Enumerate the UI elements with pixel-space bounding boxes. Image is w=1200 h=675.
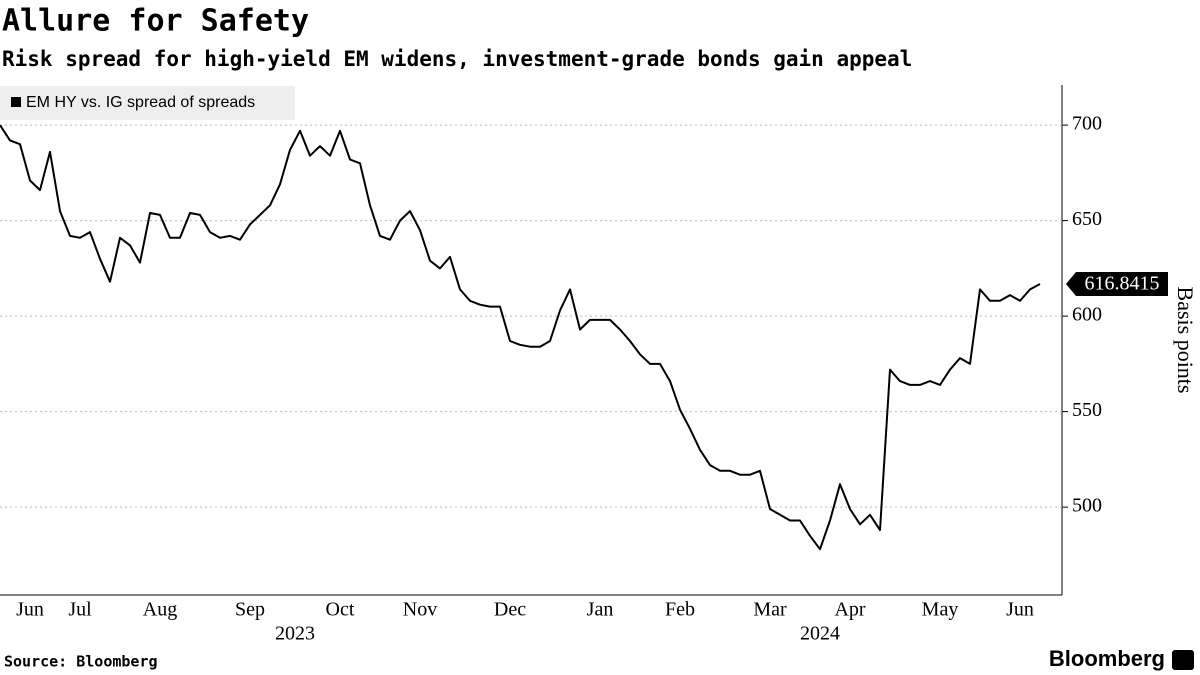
x-tick-label: Jun [1006, 599, 1034, 621]
x-tick-label: Mar [753, 599, 787, 621]
y-tick-label: 700 [1072, 113, 1102, 135]
legend-box [0, 86, 295, 120]
chart-subtitle: Risk spread for high-yield EM widens, in… [2, 47, 912, 71]
x-tick-label: Dec [494, 599, 526, 621]
x-tick-label: Aug [143, 599, 177, 621]
x-group-label: 2023 [275, 623, 315, 645]
x-tick-label: Sep [235, 599, 265, 621]
brand-icon [1172, 650, 1194, 670]
brand: Bloomberg [1049, 646, 1165, 671]
x-tick-label: Feb [665, 599, 695, 621]
source: Source: Bloomberg [4, 653, 158, 671]
legend-label: EM HY vs. IG spread of spreads [26, 94, 255, 111]
x-tick-label: Jul [68, 599, 92, 621]
x-tick-label: Nov [403, 599, 437, 621]
x-group-label: 2024 [800, 623, 840, 645]
y-tick-label: 500 [1072, 495, 1102, 517]
y-tick-label: 650 [1072, 208, 1102, 230]
x-tick-label: May [922, 599, 959, 621]
last-value-label: 616.8415 [1085, 273, 1160, 295]
chart-title: Allure for Safety [2, 4, 309, 39]
y-tick-label: 550 [1072, 399, 1102, 421]
last-value-tag [1066, 271, 1168, 296]
y-axis-title: Basis points [1173, 287, 1198, 394]
x-tick-label: Apr [834, 599, 865, 621]
x-tick-label: Jun [16, 599, 44, 621]
legend-swatch [11, 97, 21, 107]
x-tick-label: Oct [326, 599, 355, 621]
x-tick-label: Jan [587, 599, 614, 621]
y-tick-label: 600 [1072, 304, 1102, 326]
line [0, 124, 1041, 551]
